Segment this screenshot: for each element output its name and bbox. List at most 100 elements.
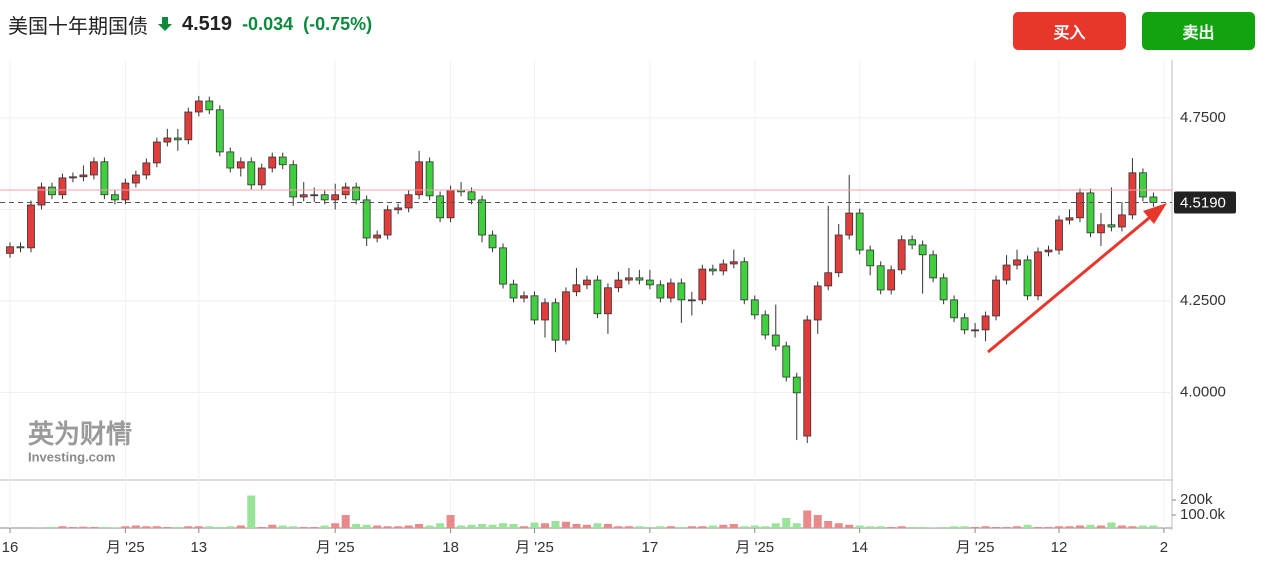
volume-tick-label: 200k [1180, 491, 1213, 508]
volume-bar [1117, 525, 1126, 528]
volume-bar [320, 525, 329, 528]
candle-body [792, 376, 801, 394]
volume-bar [782, 518, 791, 528]
candle-body [499, 247, 507, 285]
volume-bar [299, 527, 308, 528]
volume-bar [404, 525, 413, 528]
sell-button[interactable]: 卖出 [1142, 12, 1255, 50]
volume-bar [960, 526, 969, 528]
candle-body [729, 261, 738, 265]
candle-body [541, 302, 549, 321]
volume-bar [341, 515, 350, 528]
volume-bar [939, 527, 948, 528]
candle-body [289, 164, 298, 198]
volume-bar [331, 523, 340, 528]
buy-button[interactable]: 买入 [1013, 12, 1126, 50]
volume-bar [624, 526, 633, 528]
candle-body [1055, 219, 1063, 251]
candle-body [1149, 196, 1158, 203]
volume-bar [1138, 525, 1147, 528]
candle-body [48, 186, 56, 196]
x-tick-label: 月 '25 [515, 539, 554, 556]
candle-body [887, 269, 896, 291]
x-tick-label: 月 '25 [735, 539, 774, 556]
volume-bar [582, 524, 591, 528]
candle-body [121, 182, 130, 201]
volume-bar [855, 525, 864, 528]
candle-body [1097, 224, 1105, 234]
candle-body [16, 246, 25, 249]
candle-body [6, 246, 14, 254]
x-tick-label: 16 [2, 539, 19, 556]
x-tick-label: 12 [1051, 539, 1068, 556]
volume-bar [876, 526, 885, 528]
candle-body [960, 317, 969, 331]
volume-bar [100, 527, 109, 528]
candle-body [163, 137, 172, 143]
volume-bar [520, 526, 529, 528]
candle-body [79, 174, 88, 178]
volume-bar [750, 525, 759, 528]
instrument-title: 美国十年期国债 [8, 15, 148, 38]
candle-body [1086, 192, 1095, 234]
candle-body [478, 199, 486, 236]
volume-bar [1013, 526, 1022, 528]
volume-bar [362, 524, 371, 528]
volume-bar [310, 527, 319, 528]
candle-body [551, 302, 560, 341]
candle-body [362, 199, 371, 239]
volume-bar [719, 524, 728, 528]
volume-bar [268, 524, 277, 528]
candle-body [708, 268, 717, 272]
volume-bar [950, 526, 959, 528]
candle-body [740, 261, 749, 301]
change: -0.034 [242, 13, 294, 34]
candle-body [855, 212, 864, 251]
volume-bar [551, 521, 560, 528]
candle-body [656, 284, 665, 299]
candle-body [719, 263, 728, 272]
candle-body [257, 167, 266, 186]
candle-body [90, 161, 98, 176]
volume-bar [666, 526, 675, 528]
candle-body [918, 244, 927, 256]
change-percent: (-0.75%) [303, 13, 373, 34]
volume-bar [603, 524, 612, 528]
candle-body [1044, 249, 1053, 253]
volume-bar [1044, 527, 1053, 528]
candle-body [939, 277, 948, 301]
candle-body [971, 329, 979, 332]
current-price-label: 4.5190 [1180, 194, 1226, 211]
volume-bar [1055, 526, 1063, 528]
x-tick-label: 14 [851, 539, 868, 556]
volume-bar [677, 527, 686, 528]
candle-body [446, 189, 455, 219]
candle-body [666, 282, 675, 299]
candle-body [215, 109, 224, 153]
candle-body [226, 151, 235, 169]
x-tick-label: 17 [642, 539, 659, 556]
volume-bar [257, 527, 266, 528]
candle-body [394, 207, 403, 211]
volume-bar [971, 527, 980, 528]
y-tick-label: 4.2500 [1180, 292, 1226, 309]
candle-body [467, 191, 476, 201]
volume-bar [499, 523, 508, 528]
volume-bar [446, 515, 455, 528]
candle-body [583, 279, 591, 286]
candle-body [1034, 251, 1042, 297]
volume-bar [740, 526, 749, 528]
candle-body [992, 279, 1000, 317]
volume-bar [425, 525, 434, 528]
volume-bar [656, 526, 665, 528]
volume-bar [163, 527, 172, 528]
candle-body [100, 161, 109, 196]
candle-body [320, 194, 329, 201]
candle-body [593, 279, 602, 315]
candle-body [908, 239, 917, 246]
volume-bar [908, 527, 917, 528]
volume-bar [1023, 524, 1032, 528]
volume-bar [918, 527, 927, 528]
watermark-cn: 英为财情 [28, 419, 132, 449]
candle-body [205, 100, 214, 111]
